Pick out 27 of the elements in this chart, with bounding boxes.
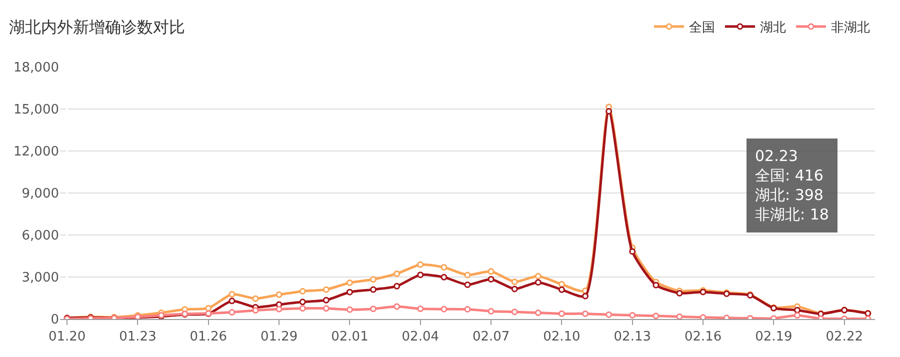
annotation: 全国: 416 xyxy=(755,166,824,184)
x-tick-label: 01.29 xyxy=(260,330,298,345)
y-tick-label: 0 xyxy=(50,312,59,328)
x-tick-label: 02.16 xyxy=(684,330,722,345)
y-tick-label: 3,000 xyxy=(22,270,59,286)
x-tick-label: 02.01 xyxy=(331,330,368,345)
x-tick-label: 01.26 xyxy=(190,330,228,345)
legend-label: 湖北 xyxy=(760,20,786,36)
annotation: 湖北: 398 xyxy=(755,186,824,204)
annotation: 02.23 xyxy=(755,147,798,165)
x-tick-label: 02.10 xyxy=(543,330,580,345)
x-tick-label: 02.04 xyxy=(402,330,439,345)
y-tick-label: 15,000 xyxy=(14,102,59,118)
x-tick-label: 01.20 xyxy=(48,330,86,345)
x-tick-label: 02.22 xyxy=(826,330,863,345)
y-tick-label: 6,000 xyxy=(22,228,59,244)
x-tick-label: 02.19 xyxy=(755,330,792,345)
y-tick-label: 9,000 xyxy=(22,186,59,202)
legend-label: 非湖北 xyxy=(831,20,870,36)
x-tick-label: 02.13 xyxy=(614,330,651,345)
x-tick-label: 01.23 xyxy=(119,330,156,345)
y-tick-label: 12,000 xyxy=(14,144,59,160)
annotation: 非湖北: 18 xyxy=(755,206,829,224)
x-tick-label: 02.07 xyxy=(472,330,510,345)
y-tick-label: 18,000 xyxy=(14,60,59,76)
chart-title: 湖北内外新增确诊数对比 xyxy=(9,18,185,37)
legend-label: 全国 xyxy=(689,20,715,36)
